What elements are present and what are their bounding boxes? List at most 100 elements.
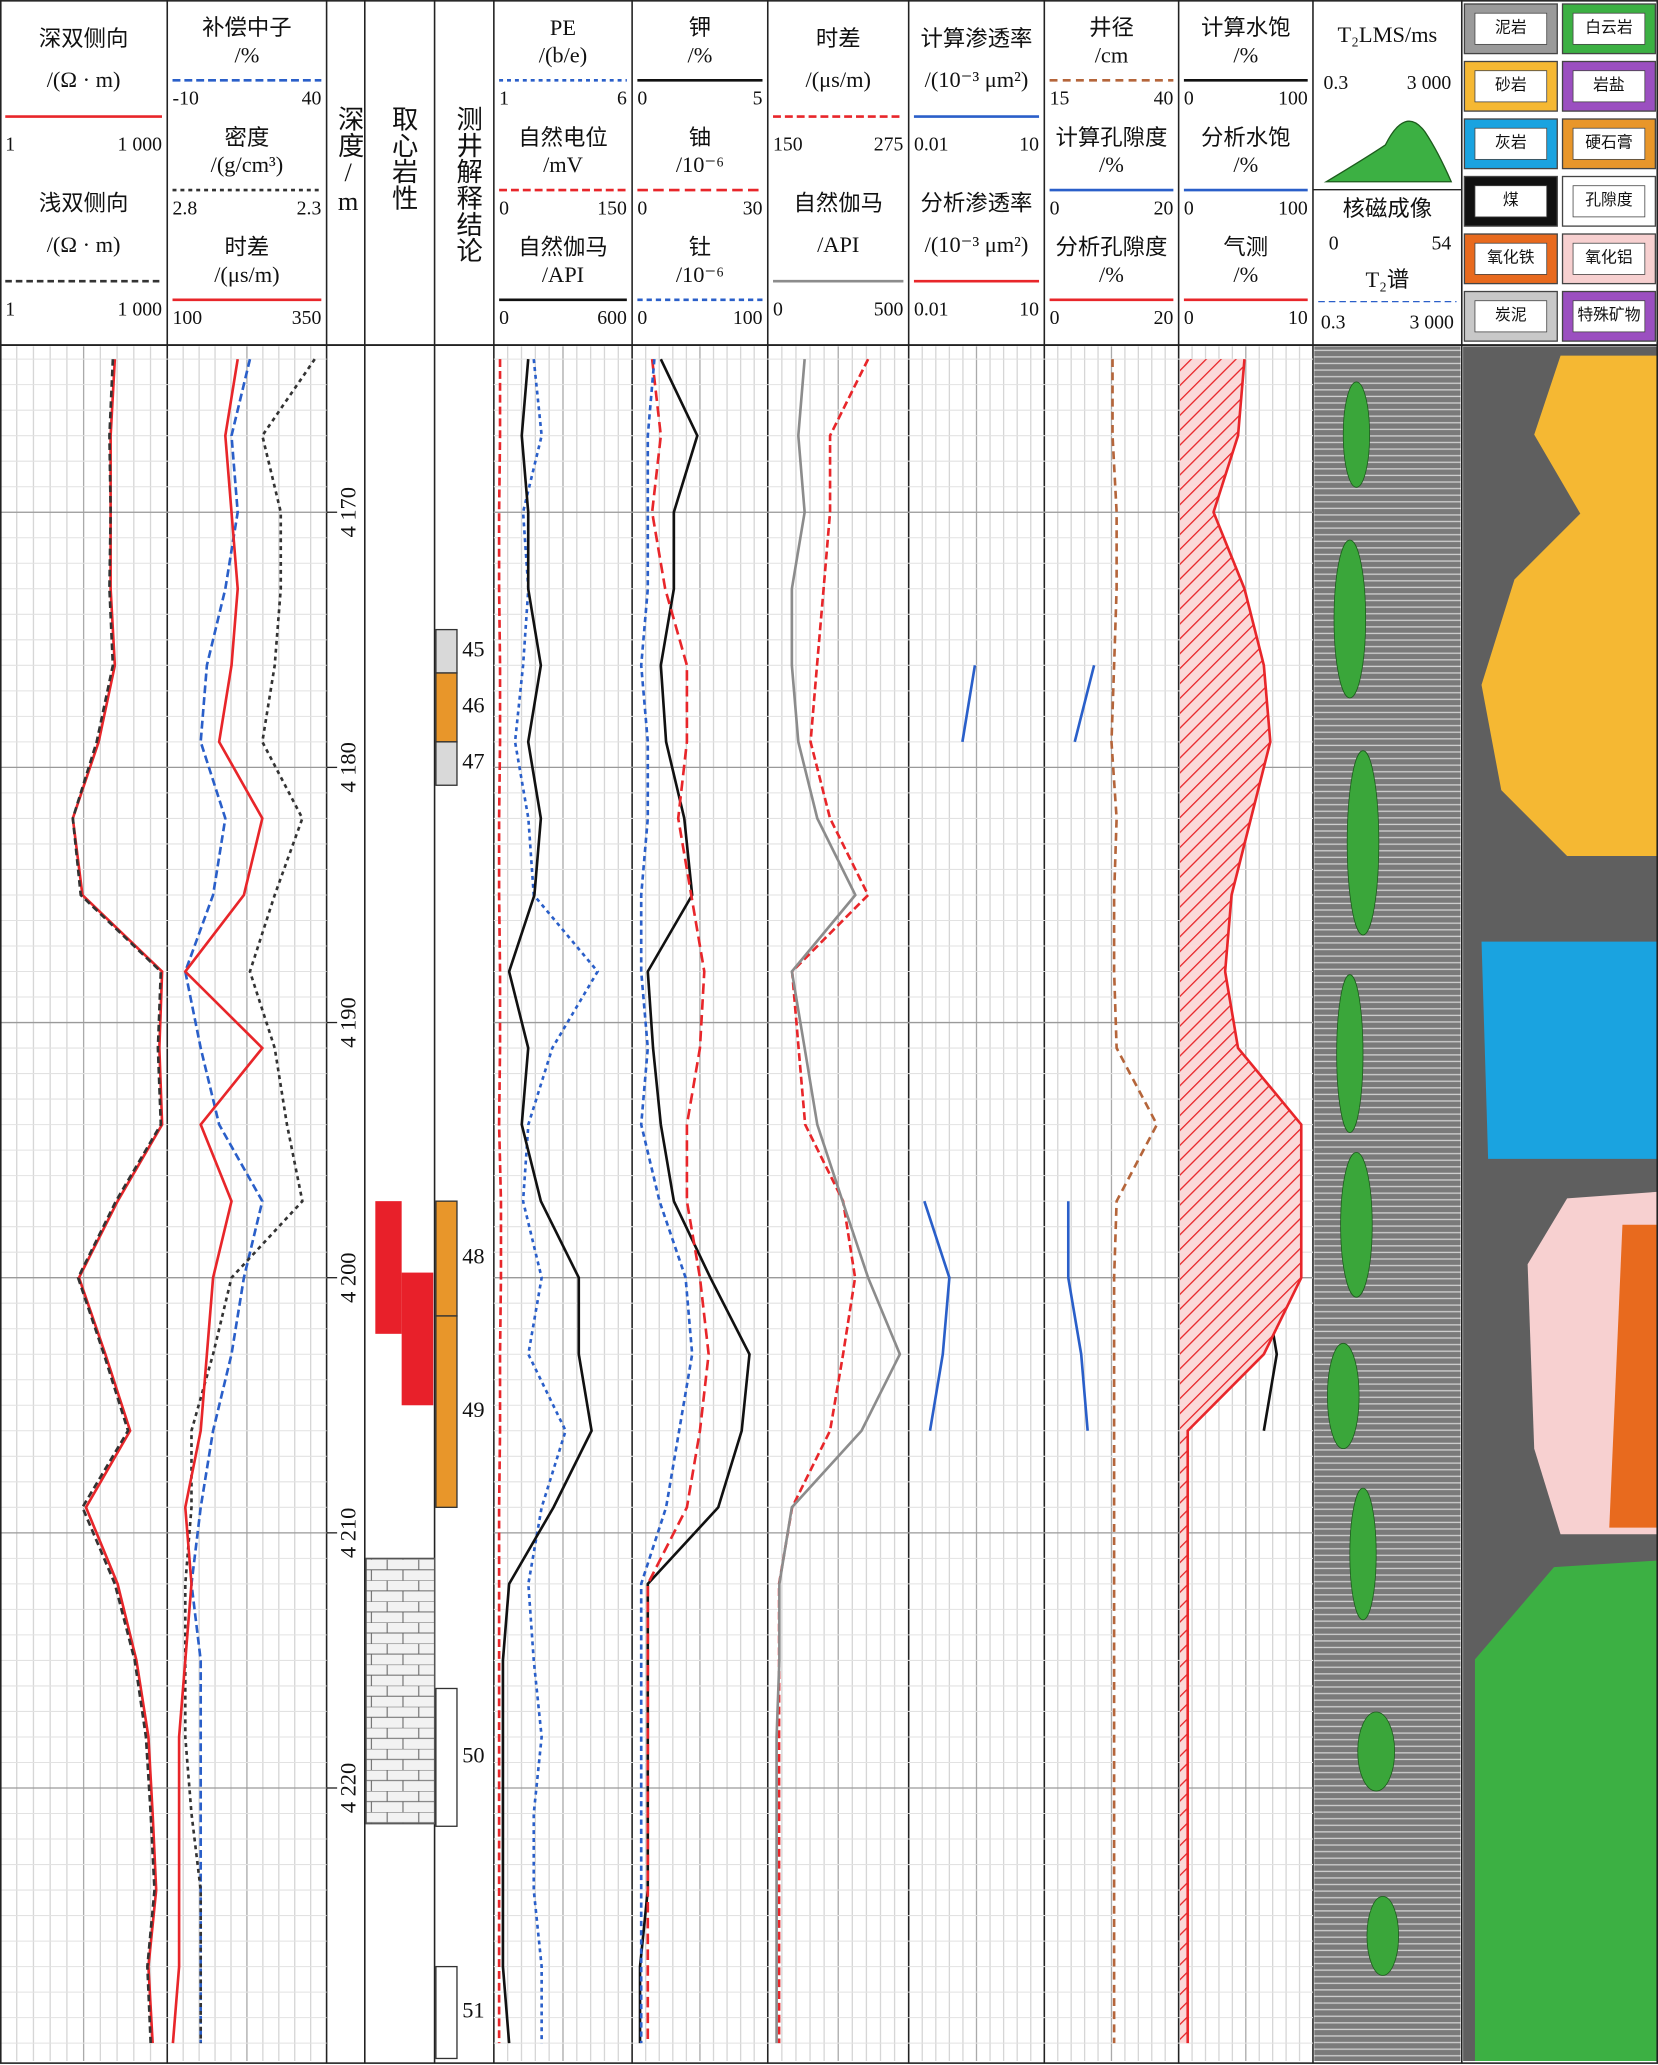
legend-label: 煤	[1503, 191, 1519, 209]
scale-right: 30	[743, 197, 763, 219]
legend-label-box	[1572, 300, 1646, 333]
scale-right: 40	[302, 88, 322, 110]
scale-left: -10	[173, 88, 199, 110]
scale-right: 10	[1019, 134, 1039, 156]
curve-unit: /%	[1233, 262, 1258, 287]
legend-label-box	[1572, 127, 1646, 160]
nmr-image-scale: 54	[1431, 233, 1451, 255]
scale-right: 600	[597, 307, 627, 329]
layer-label: 46	[462, 693, 484, 718]
curve-unit: /10⁻⁶	[676, 152, 724, 177]
log-curve	[71, 359, 164, 2044]
log-curve	[646, 359, 710, 2044]
core-block	[365, 1557, 436, 1825]
scale-right: 100	[733, 307, 763, 329]
nmr-image	[1314, 346, 1461, 2062]
nmr-scale: 0.3	[1324, 72, 1349, 94]
interpretation-layer	[435, 741, 458, 786]
scale-right: 350	[292, 307, 322, 329]
curve-name: 分析渗透率	[921, 191, 1033, 216]
nmr-spectrum-title: T₂谱	[1365, 267, 1409, 292]
track-title: 取心岩性	[388, 105, 418, 210]
scale-right: 500	[874, 298, 904, 320]
curve-name: 井径	[1089, 15, 1134, 40]
legend-label: 灰岩	[1495, 133, 1527, 151]
depth-tick-label: 4 200	[335, 1253, 360, 1303]
nmr-image-blobs	[1327, 381, 1399, 1976]
depth-tick-label: 4 180	[335, 742, 360, 792]
curve-name: 计算水饱	[1201, 15, 1291, 40]
log-curve	[775, 359, 902, 2044]
curve-unit: /(μs/m)	[214, 262, 279, 287]
scale-left: 0	[499, 197, 509, 219]
layer-label: 48	[462, 1244, 484, 1269]
scale-right: 10	[1019, 298, 1039, 320]
legend-label: 砂岩	[1495, 76, 1527, 94]
interpretation-layer	[435, 628, 458, 674]
legend-label: 氧化铁	[1487, 248, 1535, 266]
curve-unit: /10⁻⁶	[676, 262, 724, 287]
curve-unit: /%	[1099, 262, 1124, 287]
curve-unit: /(g/cm³)	[211, 152, 284, 177]
legend-label: 孔隙度	[1585, 191, 1633, 209]
curve-name: 铀	[689, 125, 711, 150]
track-title: 深度/m	[334, 105, 364, 216]
interpretation-layer	[435, 672, 458, 743]
curve-unit: /(Ω · m)	[47, 232, 121, 257]
scale-right: 275	[874, 134, 904, 156]
curve-name: 浅双侧向	[39, 191, 129, 216]
scale-left: 150	[773, 134, 803, 156]
nmr-image-title: 核磁成像	[1343, 196, 1433, 221]
curve-name: 钍	[689, 235, 711, 260]
curve-name: 自然伽马	[518, 235, 608, 260]
layer-label: 45	[462, 636, 484, 661]
log-curve	[171, 358, 265, 2044]
scale-left: 2.8	[173, 197, 198, 219]
curve-unit: /(Ω · m)	[47, 67, 121, 92]
dolomite-fill	[1474, 1560, 1657, 2062]
scale-left: 0	[1184, 197, 1194, 219]
layer-label: 47	[462, 749, 484, 774]
scale-right: 10	[1288, 307, 1308, 329]
scale-left: 0	[773, 298, 783, 320]
scale-left: 0	[637, 307, 647, 329]
depth-tick-label: 4 190	[335, 997, 360, 1047]
curve-name: PE	[550, 15, 576, 40]
legend-label: 泥岩	[1495, 18, 1527, 36]
scale-right: 150	[597, 197, 627, 219]
interpretation-layer	[435, 1965, 458, 2060]
scale-right: 1 000	[118, 134, 163, 156]
scale-left: 0.01	[914, 298, 949, 320]
curve-unit: /%	[1233, 152, 1258, 177]
iron-oxide-fill	[1609, 1224, 1657, 1528]
log-curve	[183, 358, 264, 2044]
curve-name: 时差	[225, 235, 270, 260]
legend-label-box	[1474, 127, 1548, 160]
curve-name: 自然伽马	[793, 191, 883, 216]
scale-right: 100	[1278, 88, 1308, 110]
curve-name: 密度	[225, 125, 270, 150]
legend-label-box	[1474, 70, 1548, 103]
nmr-title: T₂LMS/ms	[1337, 22, 1437, 47]
curve-fill	[1179, 359, 1302, 2044]
scale-right: 5	[753, 88, 763, 110]
legend-label-box	[1474, 12, 1548, 45]
legend-label-box	[1572, 12, 1646, 45]
core-block	[375, 1201, 402, 1334]
track-title: 测井解释结论	[452, 105, 482, 263]
scale-right: 20	[1154, 307, 1174, 329]
scale-left: 0	[1184, 307, 1194, 329]
legend-label-box	[1474, 242, 1548, 275]
legend-label-box	[1572, 70, 1646, 103]
log-curve	[1110, 359, 1159, 2044]
scale-left: 1	[499, 88, 509, 110]
depth-tick-label: 4 220	[335, 1763, 360, 1813]
scale-left: 1	[5, 298, 15, 320]
track-backgrounds	[166, 0, 1463, 2064]
scale-left: 0	[499, 307, 509, 329]
curve-name: 深双侧向	[39, 26, 129, 51]
curve-name: 气测	[1223, 235, 1268, 260]
interpretation-layer	[435, 1200, 458, 1317]
depth-tick-label: 4 210	[335, 1508, 360, 1558]
